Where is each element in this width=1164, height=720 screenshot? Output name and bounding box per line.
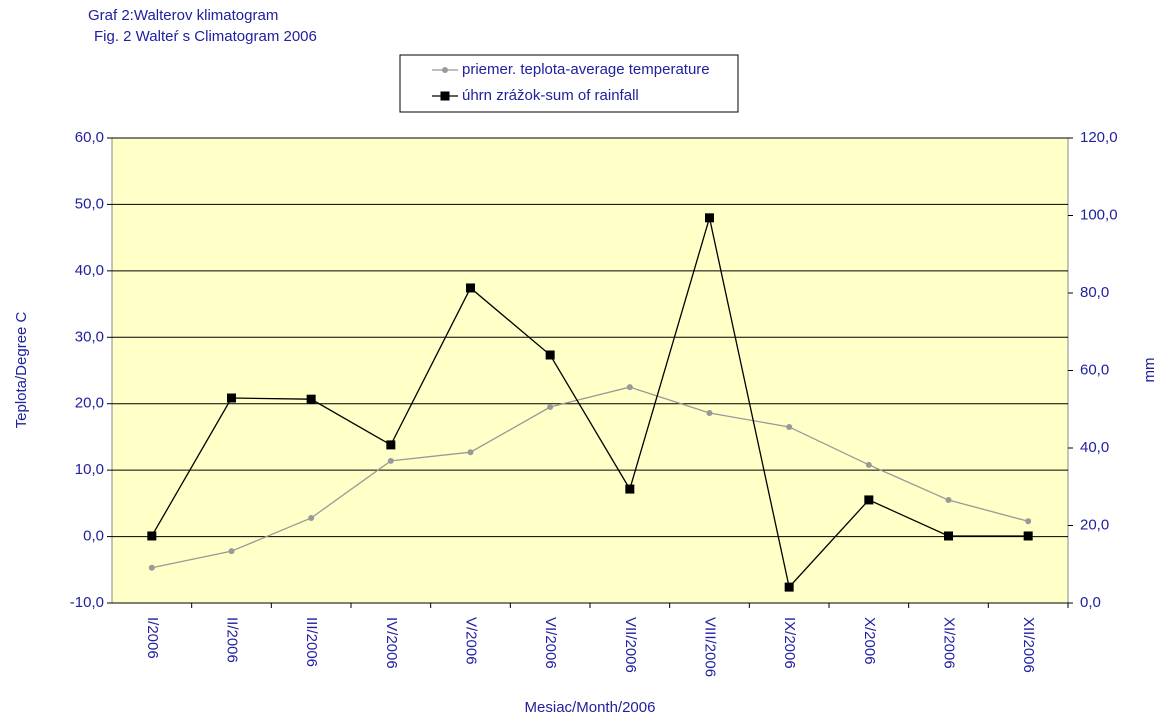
y-tick-label: 0,0: [83, 528, 104, 545]
y-axis-label: Teplota/Degree C: [13, 311, 30, 428]
x-tick-label: VIII/2006: [702, 617, 719, 677]
point: [466, 283, 475, 293]
x-tick-label: IV/2006: [383, 617, 400, 669]
point: [386, 440, 396, 450]
point: [308, 514, 315, 521]
x-tick-label: XII/2006: [1020, 617, 1037, 673]
legend-label: úhrn zrážok-sum of rainfall: [462, 87, 639, 104]
y2-tick-label: 60,0: [1080, 361, 1109, 378]
point: [706, 410, 713, 417]
plot-area: [111, 137, 1069, 604]
point: [944, 531, 953, 541]
x-tick-label: II/2006: [224, 617, 241, 663]
x-tick-label: VI/2006: [542, 617, 559, 669]
x-axis-label: Mesiac/Month/2006: [525, 699, 656, 716]
y2-tick-label: 40,0: [1080, 439, 1109, 456]
point: [786, 423, 793, 430]
y2-axis-label: mm: [1141, 358, 1158, 383]
point: [148, 564, 155, 571]
series-line: [151, 217, 1029, 589]
point: [784, 582, 794, 592]
y2-tick-label: 80,0: [1080, 284, 1109, 301]
y-tick-label: -10,0: [70, 594, 104, 611]
chart-subtitle: Fig. 2 Walteŕ s Climatogram 2006: [94, 28, 317, 45]
point: [945, 497, 952, 504]
point: [547, 404, 554, 411]
point: [228, 548, 235, 555]
point: [467, 449, 474, 456]
point: [1025, 518, 1032, 525]
point: [147, 531, 157, 541]
y2-tick-label: 100,0: [1080, 206, 1118, 223]
series-line: [151, 386, 1029, 569]
y-tick-label: 20,0: [75, 395, 104, 412]
point: [705, 213, 714, 223]
y2-tick-label: 20,0: [1080, 516, 1109, 533]
legend-label: priemer. teplota-average temperature: [462, 61, 710, 78]
point: [864, 495, 874, 505]
y2-tick-label: 0,0: [1080, 594, 1101, 611]
point: [227, 393, 236, 403]
point: [545, 350, 555, 360]
point: [865, 461, 872, 468]
legend-box: [399, 54, 739, 113]
x-tick-label: X/2006: [861, 617, 878, 665]
x-tick-label: IX/2006: [781, 617, 798, 669]
y-tick-label: 30,0: [75, 328, 104, 345]
chart-title: Graf 2:Walterov klimatogram: [88, 7, 278, 24]
legend-marker: [442, 67, 448, 73]
x-tick-label: III/2006: [303, 617, 320, 667]
point: [387, 457, 394, 464]
x-tick-label: VII/2006: [622, 617, 639, 673]
y-tick-label: 60,0: [75, 129, 104, 146]
point: [1023, 531, 1033, 541]
y-tick-label: 10,0: [75, 461, 104, 478]
point: [306, 394, 316, 404]
point: [626, 384, 633, 391]
y2-tick-label: 120,0: [1080, 129, 1118, 146]
x-tick-label: V/2006: [463, 617, 480, 665]
point: [625, 484, 635, 494]
y-tick-label: 40,0: [75, 262, 104, 279]
x-tick-label: XI/2006: [941, 617, 958, 669]
y-tick-label: 50,0: [75, 195, 104, 212]
legend-marker: [440, 91, 450, 101]
x-tick-label: I/2006: [144, 617, 161, 659]
